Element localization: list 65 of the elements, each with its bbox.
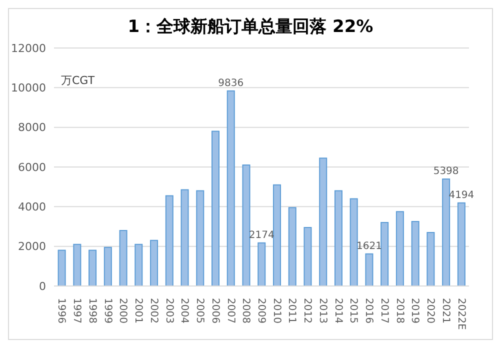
bar	[319, 158, 328, 286]
y-tick-label: 0	[39, 280, 46, 293]
x-tick-label: 2016	[363, 298, 374, 324]
data-label: 9836	[218, 78, 244, 89]
bar	[226, 90, 235, 286]
x-tick-label: 1996	[56, 298, 67, 324]
y-tick-label: 4000	[18, 200, 46, 214]
x-tick-label: 2003	[163, 298, 174, 324]
y-tick-label: 2000	[18, 240, 46, 254]
bar	[242, 164, 250, 286]
bar	[350, 198, 358, 286]
x-tick-label: 2006	[209, 298, 220, 324]
bar	[457, 202, 466, 286]
x-tick-label: 2020	[424, 298, 436, 324]
bar	[288, 207, 296, 286]
bar	[134, 244, 143, 286]
x-tick-label: 2015	[348, 298, 359, 324]
bar	[426, 232, 435, 286]
y-tick-label: 10000	[11, 82, 46, 95]
bar	[380, 222, 389, 286]
y-tick-label: 8000	[18, 121, 46, 134]
x-tick-label: 2007	[224, 298, 236, 324]
x-tick-label: 2014	[332, 298, 344, 324]
x-tick-label: 1998	[86, 298, 98, 324]
y-tick-label: 12000	[11, 42, 46, 55]
bar	[365, 253, 374, 286]
bar	[88, 250, 97, 286]
bar	[396, 211, 404, 286]
x-tick-label: 2001	[132, 298, 144, 324]
y-tick-label: 6000	[18, 160, 46, 174]
x-tick-label: 2010	[270, 298, 282, 324]
bar	[212, 130, 220, 286]
annotation: 万CGT	[61, 73, 95, 88]
bar	[150, 240, 158, 286]
x-tick-label: 2008	[240, 298, 252, 324]
x-tick-label: 1999	[102, 298, 113, 324]
bar	[104, 246, 112, 286]
x-tick-label: 2005	[194, 298, 206, 324]
bar	[334, 190, 342, 286]
bar	[180, 189, 189, 286]
x-tick-label: 2012	[302, 298, 313, 324]
x-tick-label: 2019	[409, 298, 420, 324]
x-tick-label: 2018	[394, 298, 405, 324]
x-tick-label: 2011	[286, 298, 298, 324]
x-tick-label: 2000	[117, 298, 128, 324]
bar	[119, 230, 128, 286]
bar	[411, 221, 420, 286]
bar	[442, 178, 450, 286]
data-label: 5398	[433, 166, 459, 177]
x-tick-label: 2022E	[455, 298, 466, 330]
bar	[165, 195, 174, 286]
x-tick-label: 2017	[378, 298, 390, 324]
x-tick-label: 2009	[256, 298, 266, 324]
x-tick-label: 2004	[178, 298, 190, 324]
bar	[196, 190, 204, 286]
bar	[272, 184, 281, 286]
x-tick-label: 2002	[148, 298, 159, 324]
bar	[73, 244, 82, 286]
x-tick-label: 2013	[316, 298, 328, 324]
chart-title: 1：全球新船订单总量回落 22%	[126, 16, 374, 38]
x-tick-label: 1997	[71, 298, 82, 324]
bar	[258, 242, 266, 286]
bar	[58, 250, 66, 286]
x-tick-label: 2021	[440, 298, 451, 324]
bar	[304, 226, 312, 286]
